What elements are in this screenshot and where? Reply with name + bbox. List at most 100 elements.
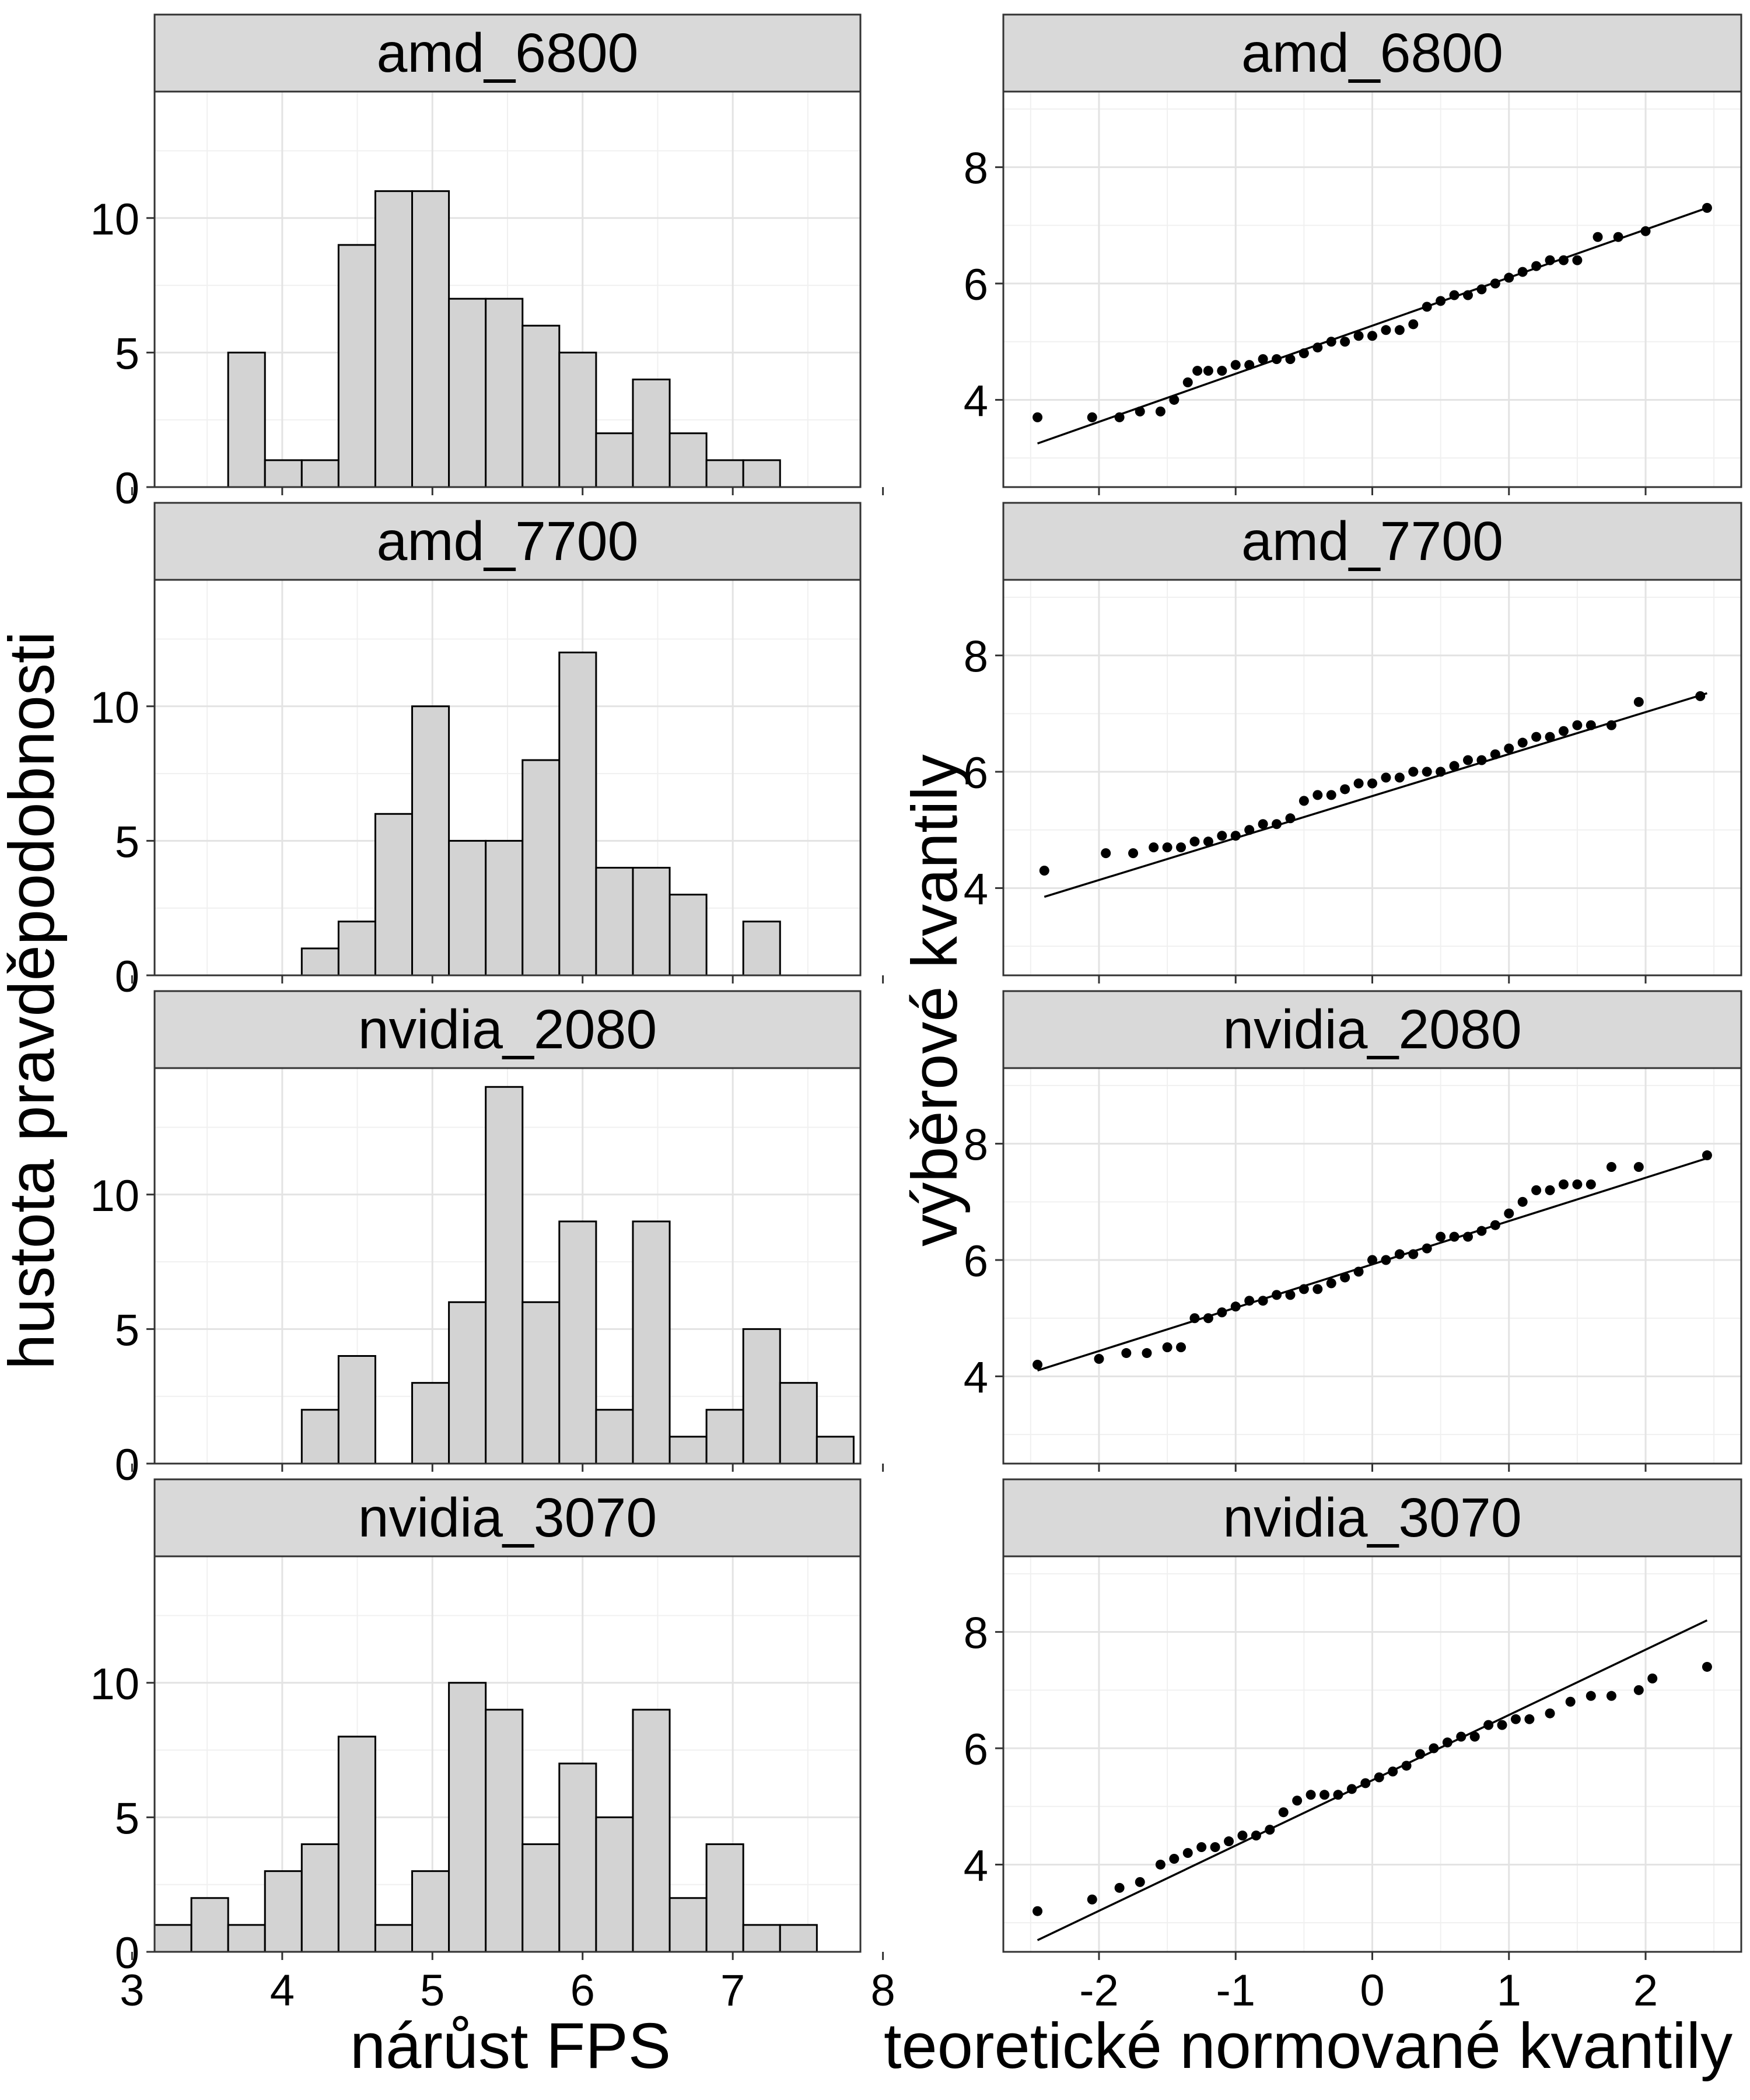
y-tick-label: 4	[964, 376, 988, 426]
qq-point	[1408, 766, 1419, 777]
histogram-bar	[779, 1924, 818, 1953]
qq-point	[1272, 819, 1282, 830]
qq-point	[1572, 720, 1583, 730]
qq-point	[1449, 290, 1460, 300]
y-tick-label: 0	[115, 952, 139, 1002]
qq-point	[1367, 1255, 1377, 1265]
qq-point	[1462, 1231, 1473, 1242]
facet-label: nvidia_2080	[358, 999, 657, 1060]
qq-point	[1640, 226, 1651, 236]
qq-point	[1442, 1737, 1452, 1748]
facet-label: nvidia_3070	[1223, 1487, 1521, 1549]
facet-label: amd_7700	[1241, 510, 1503, 572]
y-tick-label: 10	[90, 195, 139, 244]
histogram-bar	[558, 652, 597, 977]
qq-point	[1298, 1284, 1309, 1294]
qq-point	[1558, 726, 1569, 736]
x-tick-label: 7	[720, 1966, 745, 2015]
qq-point	[1360, 1778, 1371, 1788]
qq-point	[1517, 737, 1528, 748]
histogram-bar	[742, 459, 781, 488]
qq-point	[1326, 790, 1336, 800]
histogram-bar	[411, 190, 450, 488]
qq-point	[1292, 1796, 1303, 1806]
y-tick-label: 6	[964, 1725, 988, 1774]
qq-point	[1244, 825, 1255, 835]
histogram-bar	[300, 1409, 340, 1465]
qq-point	[1032, 1906, 1043, 1916]
histogram-bar	[227, 351, 266, 488]
qq-reference-line	[1037, 206, 1708, 444]
y-tick-label: 10	[90, 683, 139, 733]
facet-strip	[1002, 1478, 1742, 1558]
histogram-bar	[448, 1682, 487, 1953]
qq-point	[1367, 331, 1377, 341]
qq-point	[1415, 1749, 1425, 1759]
qq-point	[1189, 836, 1200, 847]
qq-point	[1613, 232, 1623, 242]
qq-point	[1032, 1360, 1043, 1370]
facet-strip	[153, 13, 862, 93]
qq-point	[1217, 831, 1227, 841]
qq-point	[1278, 1807, 1289, 1818]
x-tick-label: -2	[1079, 1966, 1119, 2015]
qq-point	[1353, 1266, 1364, 1277]
histogram-bar	[742, 1924, 781, 1953]
qq-point	[1217, 366, 1227, 376]
y-tick-label: 4	[964, 864, 988, 914]
qq-point	[1272, 354, 1282, 365]
histogram-bar	[448, 839, 487, 977]
qq-point	[1169, 394, 1180, 405]
qq-point	[1633, 696, 1644, 707]
x-axis-title: nárůst FPS	[350, 2010, 671, 2082]
qq-point	[1476, 1226, 1487, 1236]
qq-point	[1702, 1661, 1712, 1672]
histogram-bar	[742, 921, 781, 977]
histogram-bar	[779, 1382, 818, 1465]
histogram-bar	[522, 324, 561, 488]
qq-point	[1381, 772, 1391, 783]
qq-point	[1504, 272, 1514, 283]
qq-point	[1203, 1313, 1213, 1324]
qq-point	[1497, 1720, 1507, 1730]
qq-point	[1586, 1179, 1596, 1189]
qq-point	[1702, 202, 1712, 213]
qq-point	[1114, 1882, 1125, 1893]
histogram-bar	[485, 1086, 524, 1465]
qq-point	[1155, 1859, 1166, 1870]
qq-point	[1135, 406, 1145, 416]
qq-point	[1326, 1278, 1336, 1289]
qq-point	[1388, 1766, 1398, 1777]
qq-point	[1312, 1284, 1323, 1294]
qq-point	[1217, 1307, 1227, 1318]
facet-label: nvidia_3070	[358, 1487, 657, 1549]
histogram-bar	[816, 1436, 855, 1465]
histogram-bar	[411, 705, 450, 977]
qq-point	[1182, 1848, 1193, 1858]
y-tick-label: 4	[964, 1353, 988, 1402]
qq-point	[1531, 261, 1542, 271]
qq-point	[1340, 784, 1350, 794]
qq-point	[1121, 1348, 1132, 1359]
y-tick-label: 8	[964, 1121, 988, 1170]
histogram-bar	[522, 1301, 561, 1465]
histogram-bar	[668, 1897, 708, 1953]
qq-point	[1504, 1208, 1514, 1219]
facet-strip	[1002, 502, 1742, 581]
qq-point	[1142, 1348, 1152, 1359]
qq-point	[1586, 1690, 1596, 1701]
y-tick-label: 8	[964, 144, 988, 194]
qq-point	[1647, 1673, 1658, 1684]
qq-point	[1340, 337, 1350, 347]
qq-point	[1298, 348, 1309, 359]
qq-point	[1251, 1831, 1261, 1841]
panel-border	[153, 1067, 862, 1465]
qq-point	[1586, 720, 1596, 730]
y-tick-label: 8	[964, 1609, 988, 1658]
qq-point	[1558, 1179, 1569, 1189]
qq-point	[1408, 1249, 1419, 1259]
facet-label: nvidia_2080	[1223, 999, 1521, 1060]
facet-strip	[153, 990, 862, 1069]
y-tick-label: 10	[90, 1171, 139, 1221]
qq-point	[1101, 848, 1111, 859]
